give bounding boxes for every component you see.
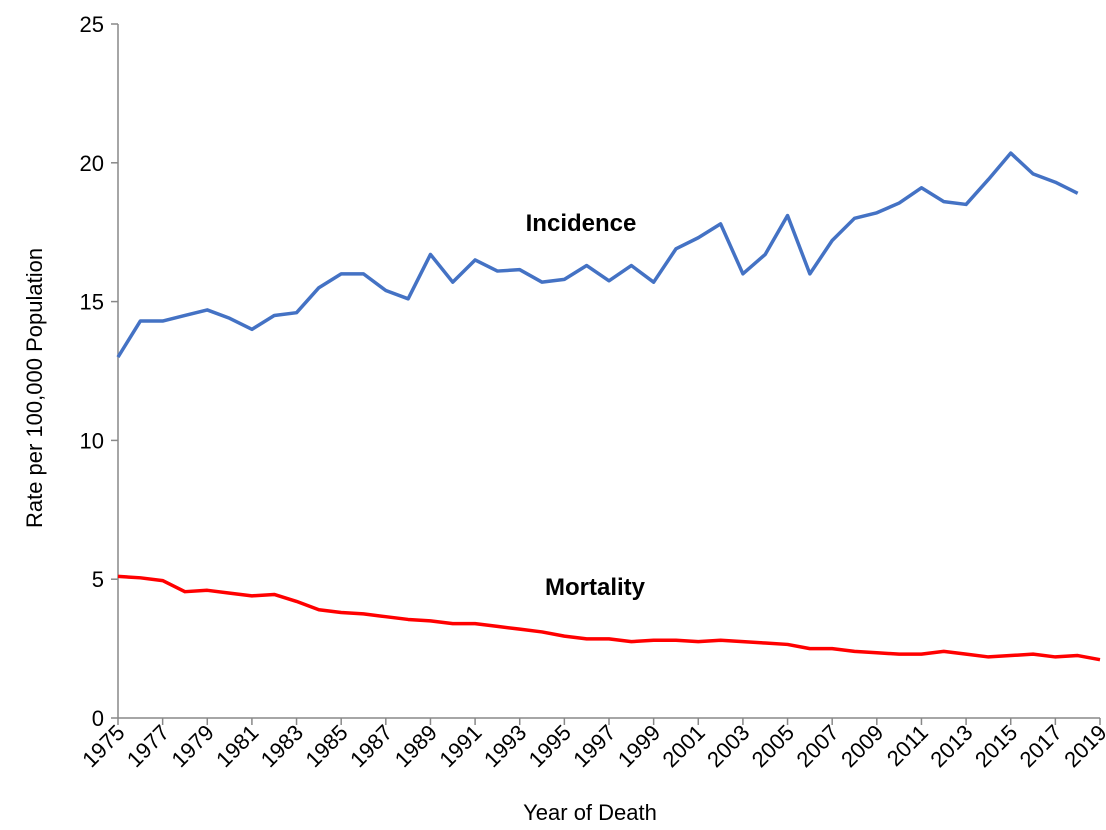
series-line <box>117 574 1101 662</box>
x-tick-label: 1975 <box>77 720 129 772</box>
x-tick-label: 1987 <box>345 720 397 772</box>
y-tick-label: 5 <box>92 567 104 592</box>
x-tick-label: 1991 <box>434 720 486 772</box>
y-tick-label: 20 <box>80 151 104 176</box>
y-tick-label: 15 <box>80 290 104 315</box>
x-tick-label: 1993 <box>479 720 531 772</box>
x-tick-label: 1977 <box>122 720 174 772</box>
x-tick-label: 2015 <box>970 720 1022 772</box>
series-label: Incidence <box>526 210 637 237</box>
x-tick-label: 2001 <box>658 720 710 772</box>
y-axis-title: Rate per 100,000 Population <box>22 248 47 528</box>
x-tick-label: 1985 <box>300 720 352 772</box>
x-tick-label: 2017 <box>1015 720 1067 772</box>
series-line <box>116 151 1079 359</box>
x-tick-label: 1981 <box>211 720 263 772</box>
x-tick-label: 2019 <box>1059 720 1106 772</box>
y-tick-label: 0 <box>92 706 104 731</box>
x-tick-label: 2013 <box>925 720 977 772</box>
x-tick-label: 2005 <box>747 720 799 772</box>
y-tick-label: 25 <box>80 12 104 37</box>
x-tick-label: 1979 <box>167 720 219 772</box>
x-tick-label: 1983 <box>256 720 308 772</box>
x-axis-title: Year of Death <box>523 800 657 825</box>
x-tick-label: 1999 <box>613 720 665 772</box>
x-tick-label: 1995 <box>524 720 576 772</box>
x-tick-label: 2007 <box>791 720 843 772</box>
x-tick-label: 2011 <box>882 720 933 771</box>
x-tick-label: 2009 <box>836 720 888 772</box>
y-tick-label: 10 <box>80 428 104 453</box>
series-label: Mortality <box>545 574 646 601</box>
x-tick-label: 1989 <box>390 720 442 772</box>
x-tick-label: 2003 <box>702 720 754 772</box>
x-tick-label: 1997 <box>568 720 620 772</box>
